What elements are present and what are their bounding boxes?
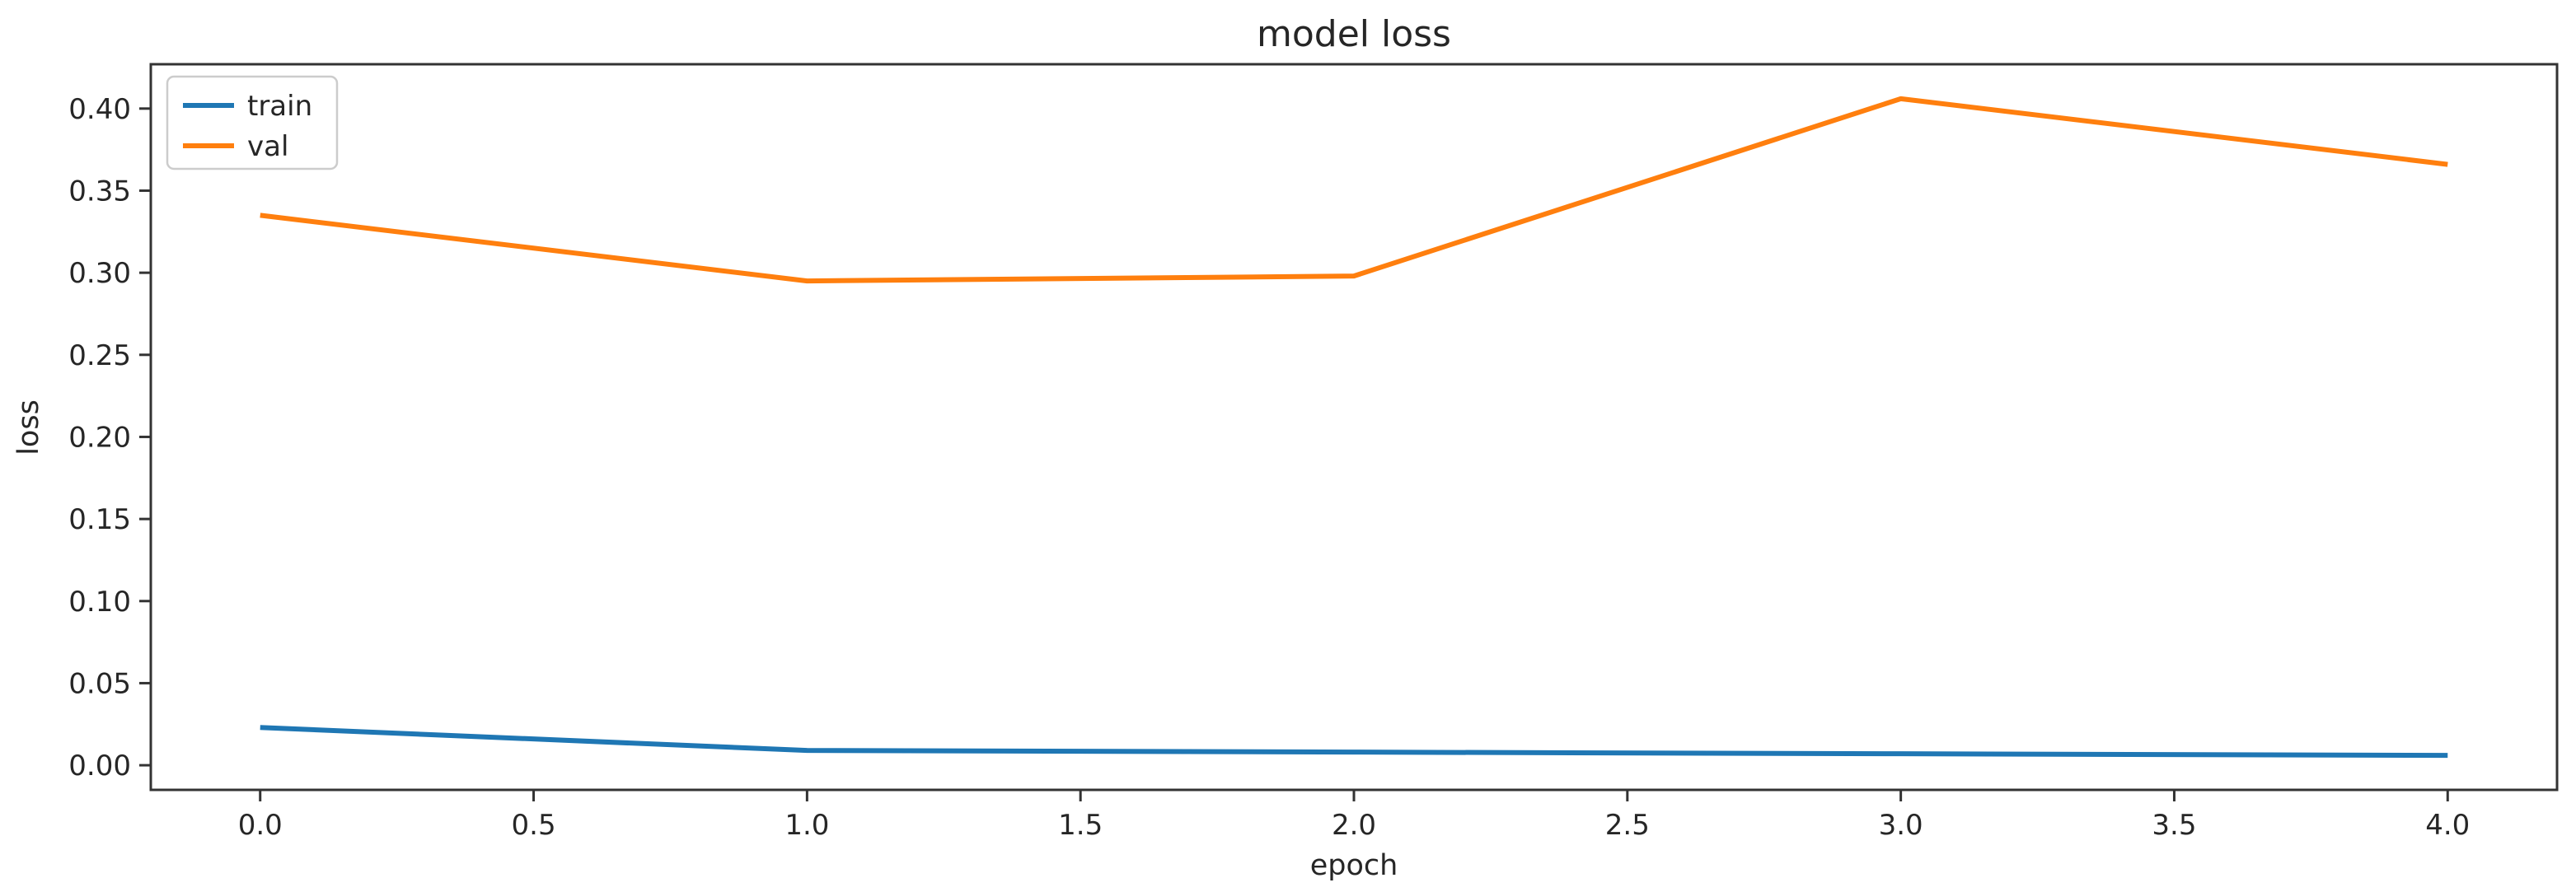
plot-area <box>149 63 2559 792</box>
val-line <box>260 96 2448 284</box>
x-tick-label: 0.5 <box>512 809 556 842</box>
y-tick-label: 0.25 <box>68 339 131 372</box>
x-tick-label: 3.0 <box>1879 809 1923 842</box>
y-tick-label: 0.05 <box>68 667 131 700</box>
x-tick-label: 0.0 <box>238 809 283 842</box>
x-tick-label: 1.0 <box>785 809 829 842</box>
x-tick-label: 2.5 <box>1605 809 1650 842</box>
y-axis-label: loss <box>12 399 45 455</box>
y-tick-label: 0.10 <box>68 586 131 619</box>
y-tick-label: 0.00 <box>68 750 131 782</box>
y-tick-label: 0.35 <box>68 175 131 208</box>
x-tick-label: 1.5 <box>1058 809 1103 842</box>
y-tick-label: 0.40 <box>68 93 131 126</box>
train-line <box>260 725 2448 759</box>
legend: train val <box>166 75 339 170</box>
data-series <box>260 96 2448 759</box>
legend-label-train: train <box>247 90 312 123</box>
y-tick-label: 0.30 <box>68 257 131 290</box>
legend-label-val: val <box>247 130 288 163</box>
chart-title: model loss <box>1257 13 1451 55</box>
x-axis-label: epoch <box>1310 849 1398 882</box>
x-tick-label: 4.0 <box>2425 809 2470 842</box>
y-tick-label: 0.20 <box>68 421 131 454</box>
axis-ticks: 0.0 0.5 1.0 1.5 2.0 2.5 3.0 3.5 4.0 0.00 0.05 0.10 0… <box>68 93 2470 842</box>
y-tick-label: 0.15 <box>68 503 131 536</box>
x-tick-label: 2.0 <box>1332 809 1376 842</box>
x-tick-label: 3.5 <box>2152 809 2196 842</box>
